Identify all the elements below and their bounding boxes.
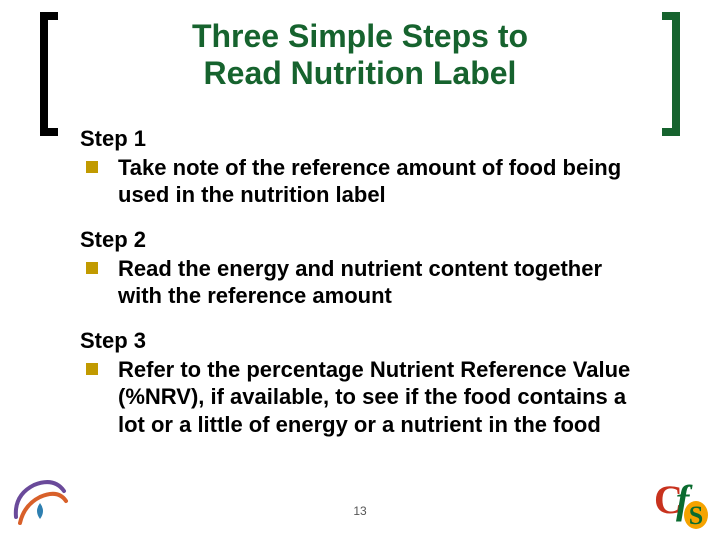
step-text: Take note of the reference amount of foo… bbox=[118, 154, 650, 209]
title-line-2: Read Nutrition Label bbox=[204, 55, 517, 91]
square-bullet-icon bbox=[86, 262, 98, 274]
step-text: Read the energy and nutrient content tog… bbox=[118, 255, 650, 310]
title-line-1: Three Simple Steps to bbox=[192, 18, 528, 54]
step-heading: Step 1 bbox=[80, 126, 650, 152]
logo-left bbox=[10, 475, 70, 530]
square-bullet-icon bbox=[86, 363, 98, 375]
step-heading: Step 2 bbox=[80, 227, 650, 253]
slide-title: Three Simple Steps to Read Nutrition Lab… bbox=[192, 18, 528, 92]
bullet-row: Read the energy and nutrient content tog… bbox=[80, 255, 650, 310]
step-heading: Step 3 bbox=[80, 328, 650, 354]
step-block: Step 3Refer to the percentage Nutrient R… bbox=[80, 328, 650, 439]
step-text: Refer to the percentage Nutrient Referen… bbox=[118, 356, 650, 439]
bullet-row: Refer to the percentage Nutrient Referen… bbox=[80, 356, 650, 439]
square-bullet-icon bbox=[86, 161, 98, 173]
logo-right: C f S bbox=[652, 475, 708, 530]
bullet-row: Take note of the reference amount of foo… bbox=[80, 154, 650, 209]
step-block: Step 2Read the energy and nutrient conte… bbox=[80, 227, 650, 310]
page-number: 13 bbox=[0, 504, 720, 518]
slide-body: Step 1Take note of the reference amount … bbox=[0, 92, 720, 439]
step-block: Step 1Take note of the reference amount … bbox=[80, 126, 650, 209]
svg-text:S: S bbox=[689, 501, 703, 530]
